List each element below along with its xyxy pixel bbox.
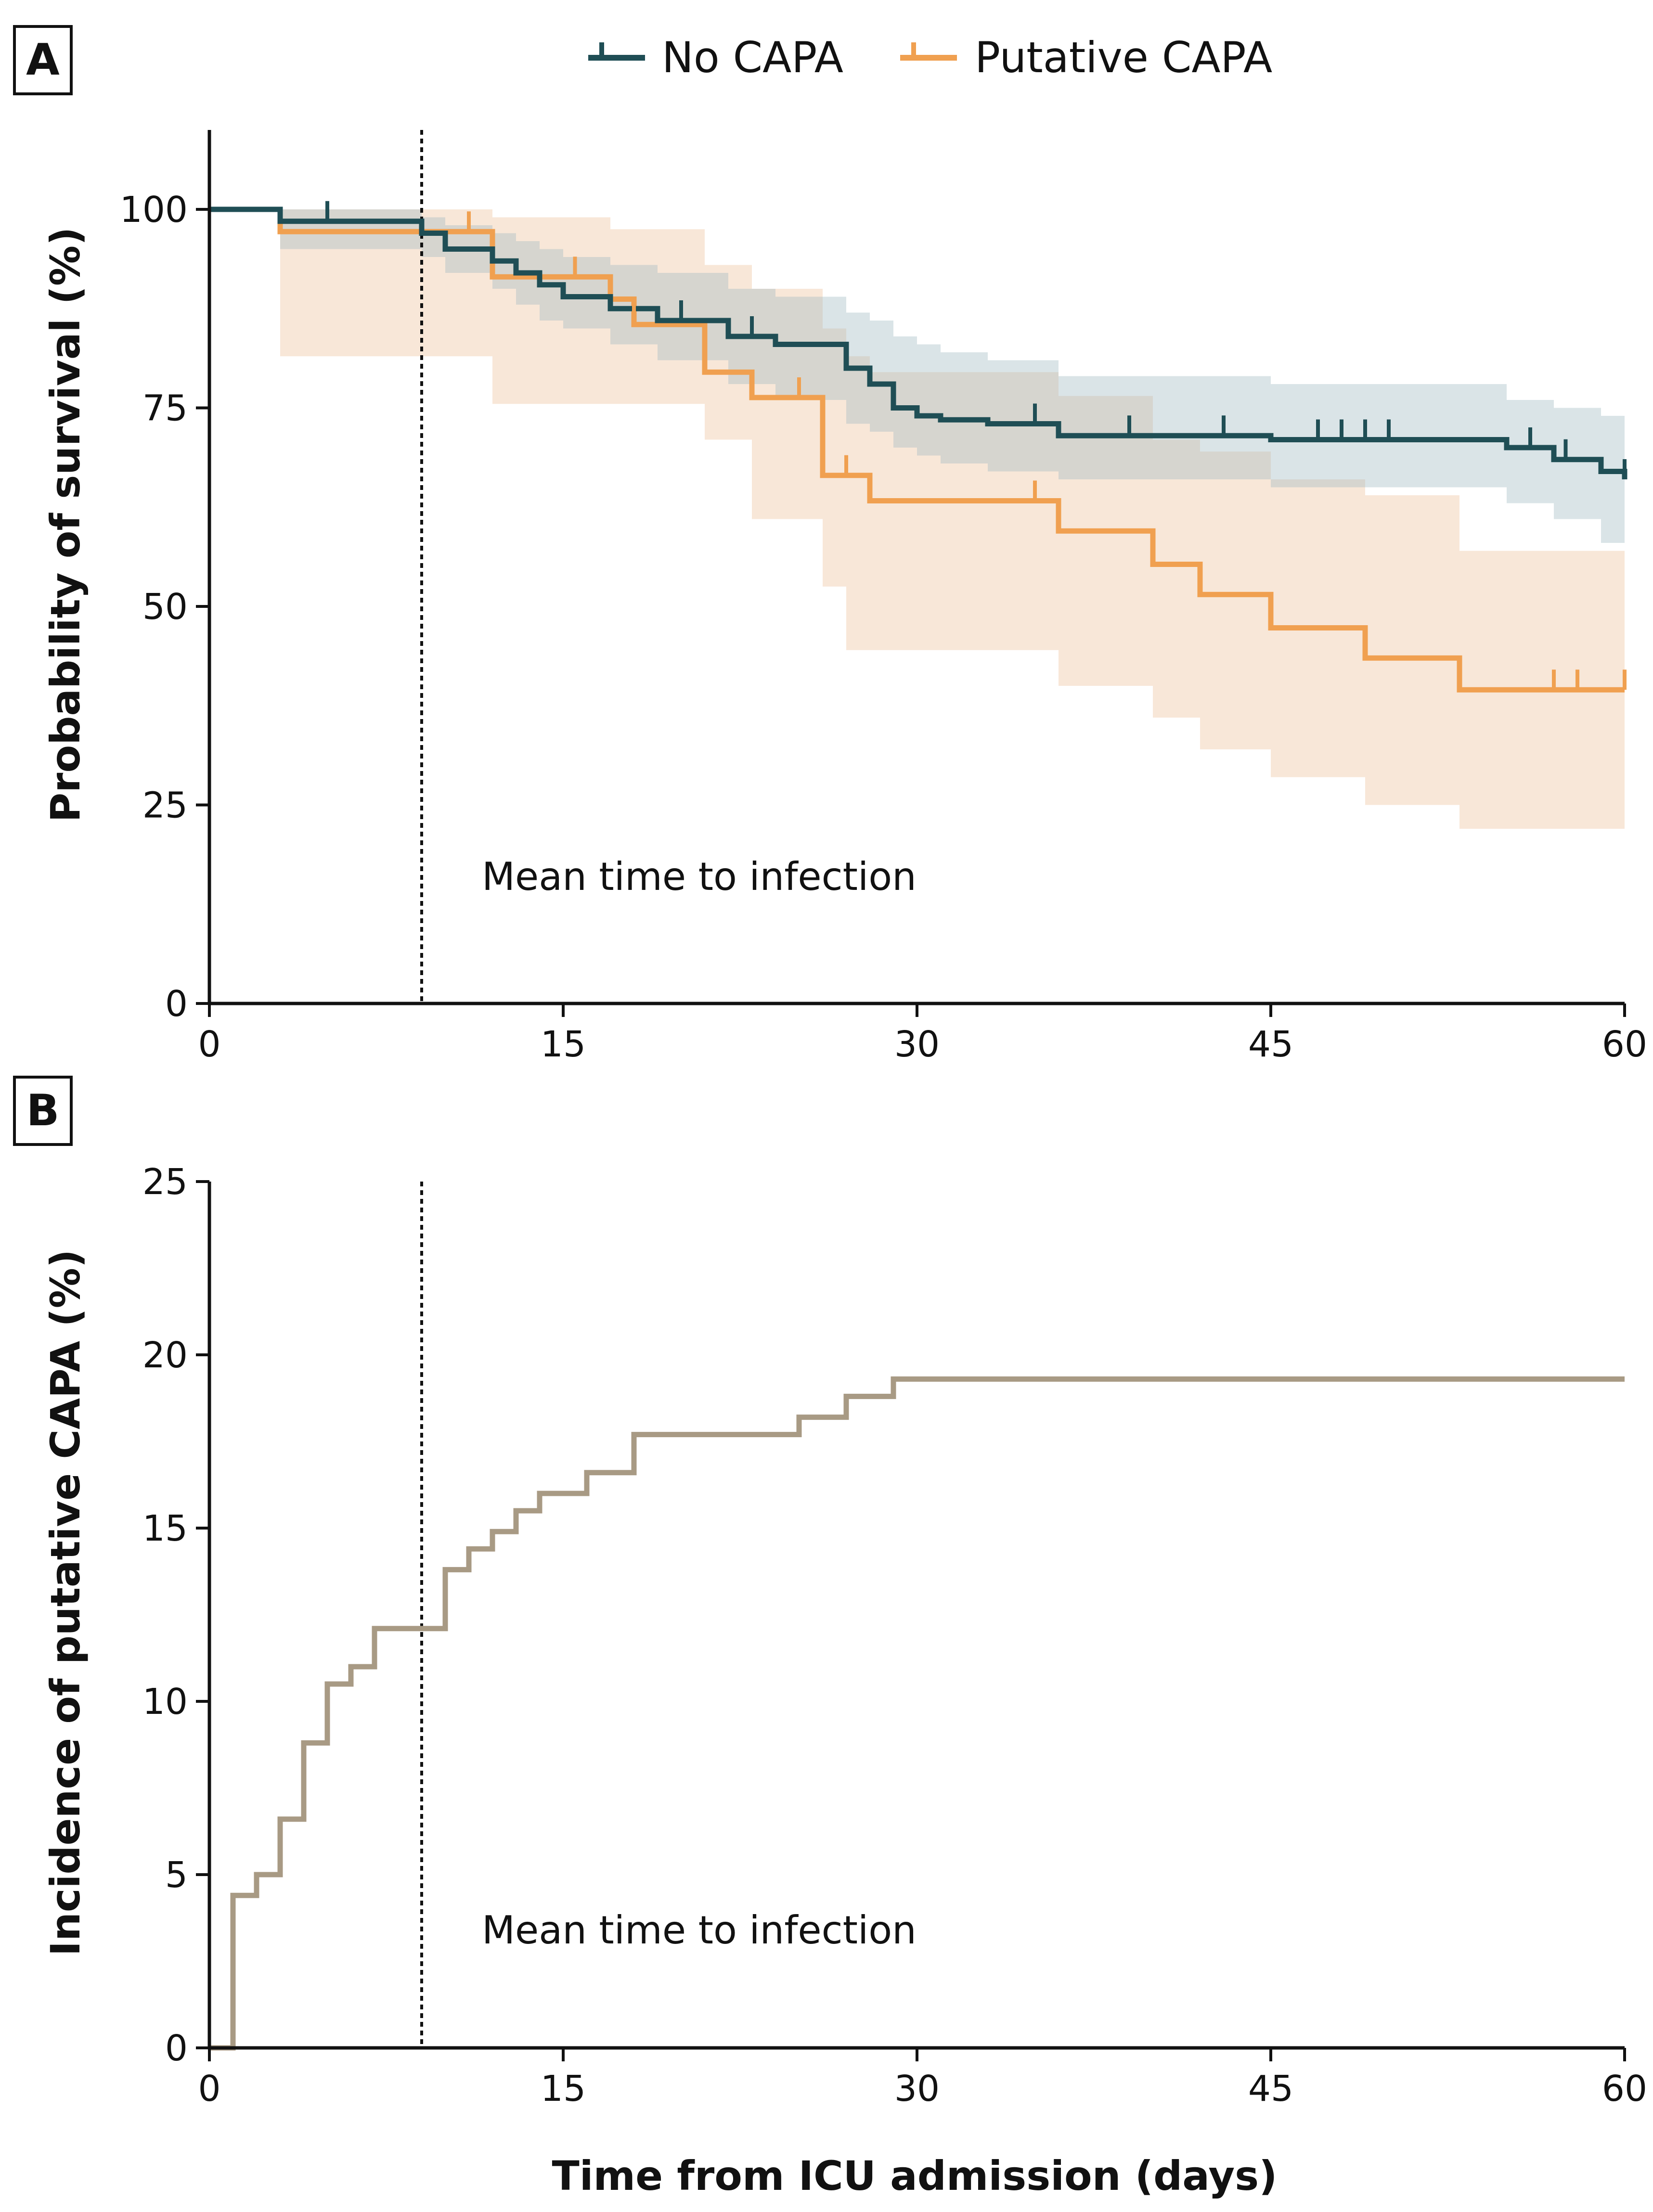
panel-a-y-tick-label: 25	[142, 785, 188, 826]
panel-a-y-tick-label: 50	[142, 586, 188, 628]
panel-b-y-tick-label: 0	[165, 2028, 188, 2069]
panel-a-y-axis-title: Probability of survival (%)	[42, 227, 89, 823]
panel-b-y-tick-label: 10	[142, 1681, 188, 1723]
panel-b-y-tick-label: 5	[165, 1854, 188, 1896]
panel-a-x-tick-label: 0	[198, 1024, 220, 1065]
panel-b-x-tick-label: 45	[1248, 2068, 1293, 2109]
panel-b-x-tick-label: 0	[198, 2068, 220, 2109]
panel-a-x-tick-label: 45	[1248, 1024, 1293, 1065]
panel-a-y-tick-label: 75	[142, 388, 188, 429]
panel-a-letter-box	[13, 25, 73, 95]
panel-b-x-tick-label: 15	[541, 2068, 586, 2109]
panel-b-y-tick-label: 15	[142, 1508, 188, 1549]
mean-time-to-infection-label-a: Mean time to infection	[482, 854, 917, 899]
panel-b-y-tick-label: 20	[142, 1335, 188, 1376]
panel-b-letter: B	[26, 1085, 60, 1136]
legend-label-putative-capa: Putative CAPA	[975, 33, 1272, 82]
panel-a-x-tick-label: 60	[1602, 1024, 1647, 1065]
putative-capa-censor-marks	[467, 211, 1627, 690]
no-capa-survival-line	[209, 206, 1627, 479]
mean-time-to-infection-label-b: Mean time to infection	[482, 1908, 917, 1953]
legend: No CAPA Putative CAPA	[588, 33, 1272, 82]
legend-label-no-capa: No CAPA	[662, 33, 843, 82]
legend-item-no-capa: No CAPA	[588, 33, 843, 82]
putative-capa-confidence-band	[209, 209, 1625, 829]
panel-b-x-tick-label: 30	[894, 2068, 940, 2109]
putative-capa-survival-line	[209, 206, 1625, 693]
panel-a-x-tick-label: 15	[541, 1024, 586, 1065]
panel-a: A No CAPA Putative CAPA Mean time to inf…	[13, 25, 1647, 1065]
no-capa-censor-marks	[325, 201, 1627, 479]
putative-capa-incidence-line	[209, 1376, 1625, 2051]
panel-a-y-tick-label: 100	[120, 189, 188, 231]
x-axis-title: Time from ICU admission (days)	[552, 2152, 1277, 2199]
panel-a-y-tick-label: 0	[165, 983, 188, 1025]
panel-b-axes: 0 5 10 15 20 25 0 15 30 45 60	[142, 1161, 1647, 2109]
panel-b-letter-box	[13, 1076, 73, 1146]
legend-item-putative-capa: Putative CAPA	[900, 33, 1272, 82]
panel-b-x-tick-label: 60	[1602, 2068, 1647, 2109]
panel-b-y-axis-title: Incidence of putative CAPA (%)	[42, 1249, 89, 1956]
panel-a-x-tick-label: 30	[894, 1024, 940, 1065]
panel-a-letter: A	[26, 35, 60, 85]
panel-b: B Mean time to infection 0 5 10 15 20 25 0 15 30…	[13, 1076, 1647, 2199]
panel-a-axes: 0 25 50 75 100 0 15 30 45 60	[120, 130, 1647, 1065]
panel-b-y-tick-label: 25	[142, 1161, 188, 1203]
